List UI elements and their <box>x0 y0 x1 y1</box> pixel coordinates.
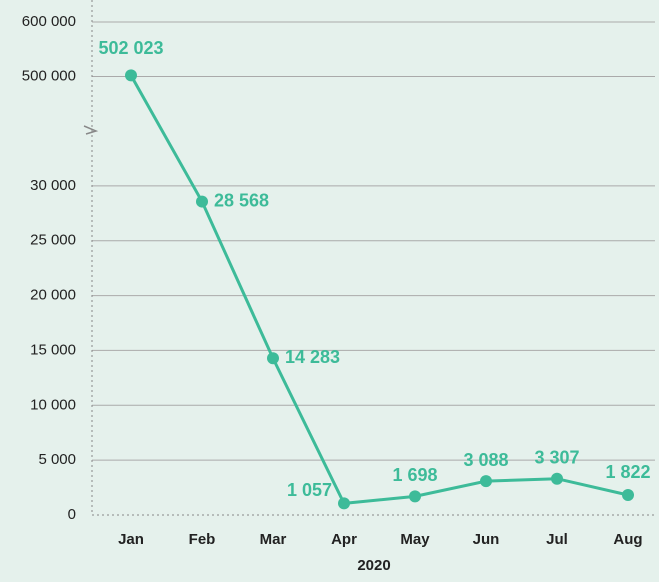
point <box>551 472 563 485</box>
line <box>129 74 629 505</box>
x-tick-label: May <box>400 531 430 548</box>
x-tick-label: Jul <box>546 531 568 548</box>
value-label: 1 698 <box>392 465 437 485</box>
axis-break <box>83 125 99 135</box>
x-axis-label: 2020 <box>357 557 390 574</box>
point <box>125 69 137 82</box>
y-tick-label: 25 000 <box>30 232 76 249</box>
y-tick-label: 30 000 <box>30 177 76 194</box>
x-tick-label: Feb <box>189 531 216 548</box>
value-label: 1 822 <box>605 462 650 482</box>
point <box>480 475 492 488</box>
y-tick-label: 0 <box>68 506 76 523</box>
value-label: 3 088 <box>463 450 508 470</box>
point <box>267 352 279 365</box>
x-tick-label: Apr <box>331 531 357 548</box>
point <box>622 489 634 502</box>
point <box>409 490 421 503</box>
y-tick-label: 5 000 <box>38 451 76 468</box>
x-tick-label: Aug <box>613 531 642 548</box>
value-label: 3 307 <box>534 447 579 467</box>
y-tick-label: 10 000 <box>30 396 76 413</box>
point <box>196 195 208 208</box>
x-tick-label: Jun <box>473 531 500 548</box>
value-label: 1 057 <box>287 480 332 500</box>
value-label: 502 023 <box>98 38 163 58</box>
point <box>338 497 350 510</box>
x-tick-label: Mar <box>260 531 287 548</box>
value-label: 28 568 <box>214 190 269 210</box>
y-tick-label: 20 000 <box>30 287 76 304</box>
x-tick-label: Jan <box>118 531 144 548</box>
y-tick-label: 500 000 <box>22 67 76 84</box>
y-tick-label: 15 000 <box>30 341 76 358</box>
y-tick-label: 600 000 <box>22 13 76 30</box>
value-label: 14 283 <box>285 347 340 367</box>
